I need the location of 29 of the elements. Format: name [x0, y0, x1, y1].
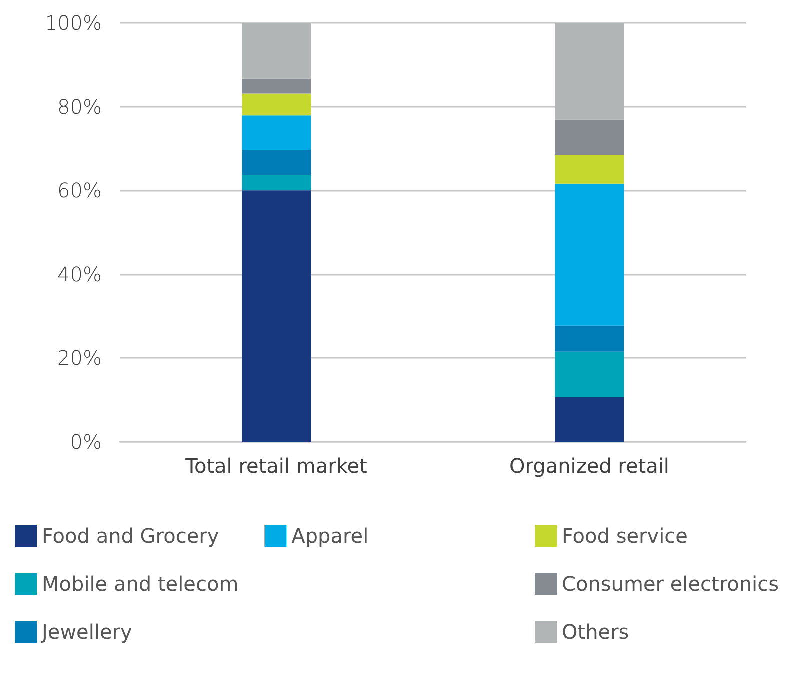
- legend-label: Others: [562, 620, 630, 644]
- y-tick-label: 80%: [58, 94, 102, 119]
- x-tick-label: Total retail market: [184, 454, 368, 478]
- legend-label: Consumer electronics: [562, 572, 780, 596]
- legend-label: Apparel: [292, 524, 369, 548]
- bar: [242, 175, 311, 191]
- bar: [242, 78, 311, 94]
- bar: [555, 352, 624, 398]
- bar: [242, 190, 311, 442]
- bar: [555, 184, 624, 326]
- legend-label: Food and Grocery: [42, 524, 220, 548]
- y-tick-label: 100%: [44, 11, 102, 35]
- y-tick-label: 40%: [58, 262, 102, 286]
- bar: [555, 397, 624, 442]
- x-tick-label: Organized retail: [510, 454, 670, 478]
- bar: [555, 154, 624, 184]
- legend-label: Mobile and telecom: [42, 572, 239, 596]
- y-tick-label: 60%: [58, 178, 102, 203]
- bar: [242, 23, 311, 79]
- bar: [555, 23, 624, 120]
- bar: [242, 94, 311, 116]
- bar: [555, 120, 624, 155]
- bar: [555, 326, 624, 352]
- bar: [242, 116, 311, 150]
- y-tick-label: 20%: [58, 346, 102, 370]
- legend-label: Food service: [562, 524, 688, 548]
- y-tick-label: 0%: [70, 430, 102, 454]
- bar: [242, 150, 311, 176]
- legend-label: Jewellery: [40, 620, 133, 644]
